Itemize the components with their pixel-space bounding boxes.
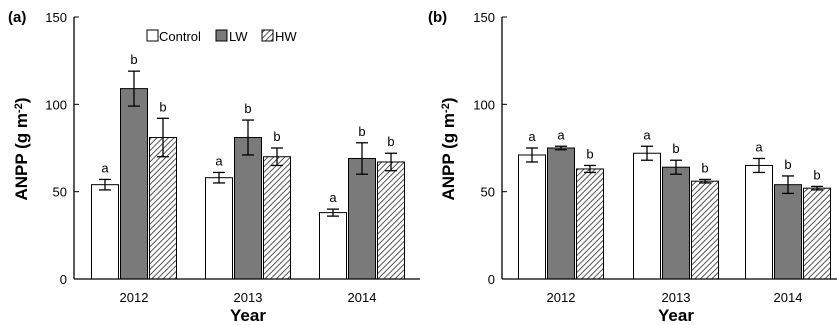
significance-letter: a: [557, 127, 565, 142]
bar-control-2012: [518, 154, 546, 280]
x-axis-label: Year: [658, 306, 694, 325]
panel-b: (b) ANPP (g m-2) Year 0 50 100 150 2012 2013…: [428, 9, 837, 325]
legend: Control LW HW: [146, 29, 297, 44]
significance-letter: a: [643, 127, 651, 142]
bar-control-2012: [91, 184, 119, 280]
y-tick-label: 50: [481, 185, 495, 200]
significance-letter: a: [755, 139, 763, 154]
significance-letter: a: [101, 160, 109, 175]
x-tick-label: 2012: [120, 290, 149, 305]
y-tick-label: 50: [53, 185, 67, 200]
y-tick-label: 150: [45, 10, 67, 25]
panel-label: (b): [428, 9, 447, 26]
bar-hw-2012: [149, 137, 177, 280]
x-axis-label: Year: [230, 306, 266, 325]
bar-control-2014: [319, 212, 347, 280]
bar-lw-2012: [120, 88, 148, 280]
bar-control-2013: [633, 152, 661, 280]
legend-swatch-control: [146, 29, 159, 42]
bar-hw-2013: [263, 156, 291, 280]
panel-label: (a): [8, 9, 26, 26]
significance-letter: b: [130, 52, 137, 67]
legend-label-control: Control: [159, 29, 201, 44]
significance-letter: b: [244, 101, 251, 116]
y-tick-label: 100: [473, 97, 495, 112]
significance-letter: b: [813, 167, 820, 182]
legend-label-lw: LW: [229, 29, 248, 44]
significance-letter: b: [701, 160, 708, 175]
y-tick-label: 150: [473, 10, 495, 25]
x-ticks: 2012 2013 2014: [120, 290, 377, 305]
significance-letter: b: [784, 157, 791, 172]
bar-control-2014: [745, 164, 773, 280]
bar-hw-2013: [691, 180, 719, 280]
x-tick-label: 2013: [662, 290, 691, 305]
y-tick-label: 0: [488, 272, 495, 287]
significance-letter: b: [387, 134, 394, 149]
bar-lw-2012: [547, 147, 575, 280]
significance-letter: b: [159, 99, 166, 114]
y-axis-label: ANPP (g m-2): [12, 98, 31, 201]
significance-letter: b: [586, 146, 593, 161]
bar-hw-2014: [377, 161, 405, 280]
bar-lw-2014: [774, 184, 802, 280]
bar-hw-2012: [576, 168, 604, 280]
panel-a: (a) ANPP (g m-2) Year 0 50 100 150 2012 2013…: [8, 9, 420, 325]
bars: a a a a b b b b b: [518, 127, 831, 280]
bars: a a a b b b b b b: [91, 52, 405, 280]
x-tick-label: 2014: [774, 290, 803, 305]
x-tick-label: 2014: [348, 290, 377, 305]
significance-letter: b: [672, 141, 679, 156]
bar-lw-2014: [348, 157, 376, 280]
significance-letter: b: [358, 124, 365, 139]
significance-letter: a: [215, 153, 223, 168]
y-axis-label: ANPP (g m-2): [439, 98, 458, 201]
y-tick-label: 100: [45, 97, 67, 112]
bar-control-2013: [205, 177, 233, 280]
y-ticks: 0 50 100 150: [45, 10, 79, 287]
significance-letter: b: [273, 129, 280, 144]
legend-label-hw: HW: [275, 29, 297, 44]
bar-lw-2013: [662, 166, 690, 280]
bar-lw-2013: [234, 137, 262, 280]
significance-letter: a: [528, 129, 536, 144]
axes: [73, 17, 420, 280]
legend-swatch-lw: [215, 29, 228, 42]
x-tick-label: 2012: [547, 290, 576, 305]
legend-swatch-hw: [261, 29, 274, 42]
x-ticks: 2012 2013 2014: [547, 290, 803, 305]
x-tick-label: 2013: [234, 290, 263, 305]
significance-letter: a: [329, 190, 337, 205]
bar-hw-2014: [803, 187, 831, 280]
y-tick-label: 0: [60, 272, 67, 287]
axes: [501, 17, 837, 280]
